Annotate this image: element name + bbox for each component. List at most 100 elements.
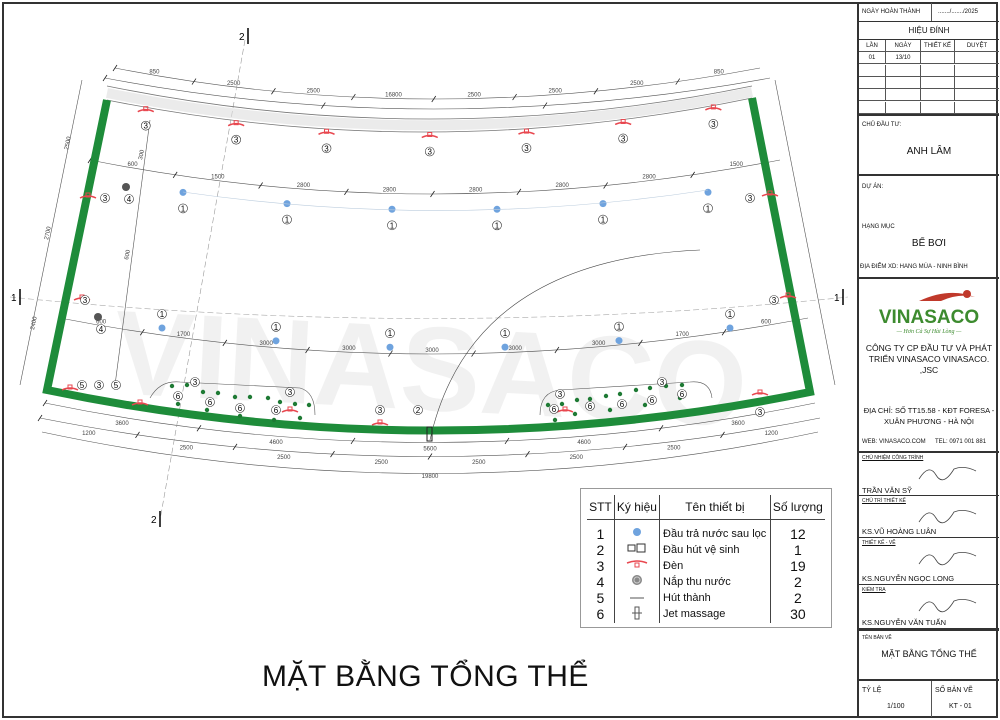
lamp-icon <box>227 120 245 127</box>
jet-icon <box>607 407 613 413</box>
callout-3: 3 <box>745 193 755 203</box>
dimension-tick <box>720 431 725 439</box>
swing-arc <box>429 249 701 441</box>
callout-1: 1 <box>282 214 292 225</box>
callout-1: 1 <box>492 220 502 230</box>
callout-circle <box>282 214 292 225</box>
equipment-legend: STT Ký hiệu Tên thiết bị Số lượng 1 Đầu t… <box>580 488 832 628</box>
callout-number: 4 <box>99 325 104 334</box>
lamp-arc <box>61 387 79 391</box>
callout-number: 1 <box>728 310 733 319</box>
lamp-arc <box>79 195 97 199</box>
callout-number: 3 <box>524 144 529 153</box>
legend-stt: 4 <box>587 573 615 590</box>
dimension-tick <box>172 171 178 179</box>
callout-3: 3 <box>555 389 565 399</box>
lamp-icon <box>751 389 769 396</box>
lamp-icon <box>79 192 97 199</box>
callout-circle <box>140 120 151 131</box>
callout-circle <box>80 295 90 305</box>
lamp-arc <box>131 402 149 406</box>
jet-icon <box>617 391 623 397</box>
lamp-body <box>757 389 763 395</box>
svg-text:VINASACO: VINASACO <box>111 286 751 453</box>
revision-cell <box>886 76 921 89</box>
callout-number: 6 <box>620 400 625 409</box>
callout-3: 3 <box>285 387 295 397</box>
dimension-tick <box>271 88 276 95</box>
legend-qty: 30 <box>790 606 806 622</box>
lamp-icon <box>705 104 722 111</box>
callout-3: 3 <box>140 120 151 131</box>
dimension-tick <box>430 190 435 198</box>
legend-stt: 1 <box>587 519 615 542</box>
jet-icon <box>297 415 303 421</box>
callout-6: 6 <box>549 404 559 414</box>
lamp-arc <box>751 392 769 396</box>
callout-3: 3 <box>190 377 200 387</box>
callout-number: 3 <box>772 296 777 305</box>
inlet-icon <box>179 188 187 196</box>
lamp-body <box>767 190 773 196</box>
callout-circle <box>157 309 167 319</box>
dimension-tick <box>516 188 522 196</box>
legend-qty: 2 <box>793 573 802 590</box>
callout-4: 4 <box>124 194 134 204</box>
section-marks: 2 2 1 1 <box>11 28 844 527</box>
lamp-arc <box>371 422 389 426</box>
company-name: CÔNG TY CP ĐẦU TƯ VÀ PHÁT TRIỂN VINASACO… <box>865 343 993 375</box>
dimension-label: 2800 <box>642 175 656 181</box>
revision-cell <box>921 89 955 102</box>
callout-circle <box>385 328 395 339</box>
dimension-label: 2500 <box>277 455 291 461</box>
drawing-title: MẶT BẰNG TỔNG THỂ <box>262 660 589 693</box>
lamp-body <box>523 128 529 134</box>
callout-circle <box>745 193 755 203</box>
section-label: 1 <box>11 293 17 304</box>
sheet-name-label: TÊN BẢN VẼ <box>862 635 892 641</box>
scale-section: TỶ LỆ 1/100 SỐ BẢN VẼ KT - 01 <box>859 681 999 717</box>
signer-name: KS.NGUYỄN VĂN TUẤN <box>862 618 947 627</box>
jet-icon <box>559 401 565 407</box>
callout-number: 6 <box>680 390 685 399</box>
section-label: 1 <box>834 293 840 304</box>
revision-cell <box>955 102 999 114</box>
callout-number: 6 <box>274 406 279 415</box>
callout-1: 1 <box>703 203 713 213</box>
callout-3: 3 <box>657 377 667 387</box>
dimension-tick <box>344 188 349 196</box>
callout-circle <box>205 397 215 407</box>
lamp-body <box>137 399 143 405</box>
item-name: BỂ BƠI <box>911 238 947 249</box>
callout-number: 6 <box>552 405 557 414</box>
callout-number: 3 <box>193 378 198 387</box>
dimension-label: 2800 <box>297 183 311 189</box>
dimension-label: 3000 <box>342 346 356 352</box>
signer-name: KS.NGUYỄN NGỌC LONG <box>862 574 955 583</box>
callout-5: 5 <box>77 380 87 390</box>
callout-circle <box>375 405 385 415</box>
owner-name: ANH LÂM <box>906 146 952 157</box>
revision-cell: 13/10 <box>886 52 921 65</box>
dimension-tick <box>196 425 202 432</box>
callout-circle <box>585 401 595 411</box>
jet-icon <box>204 407 210 413</box>
signature-image <box>918 510 977 524</box>
dimension-label: 850 <box>149 69 160 75</box>
dimension-label: 1700 <box>676 332 690 338</box>
jet-icon <box>232 394 238 400</box>
callout-circle <box>677 389 687 399</box>
callout-3: 3 <box>708 119 719 129</box>
dimension-label: 2500 <box>472 460 486 466</box>
company-address: ĐỊA CHỈ: SỐ TT15.58 - KĐT FORESA - XUÂN … <box>863 406 995 426</box>
revision-table: LẦN NGÀY THIẾT KẾ DUYỆT 01 13/10 <box>859 40 999 116</box>
callout-number: 3 <box>711 120 716 129</box>
dimension-line <box>59 317 809 355</box>
callout-3: 3 <box>231 134 241 145</box>
revision-cell <box>921 64 955 77</box>
svg-text:VINASACO: VINASACO <box>879 307 979 328</box>
company-section: VINASACO — Hơn Cả Sự Hài Lòng — CÔNG TY … <box>859 279 999 452</box>
pool-coping-outer <box>106 85 753 120</box>
signer-name: KS.VŨ HOÀNG LUÂN <box>862 527 937 536</box>
